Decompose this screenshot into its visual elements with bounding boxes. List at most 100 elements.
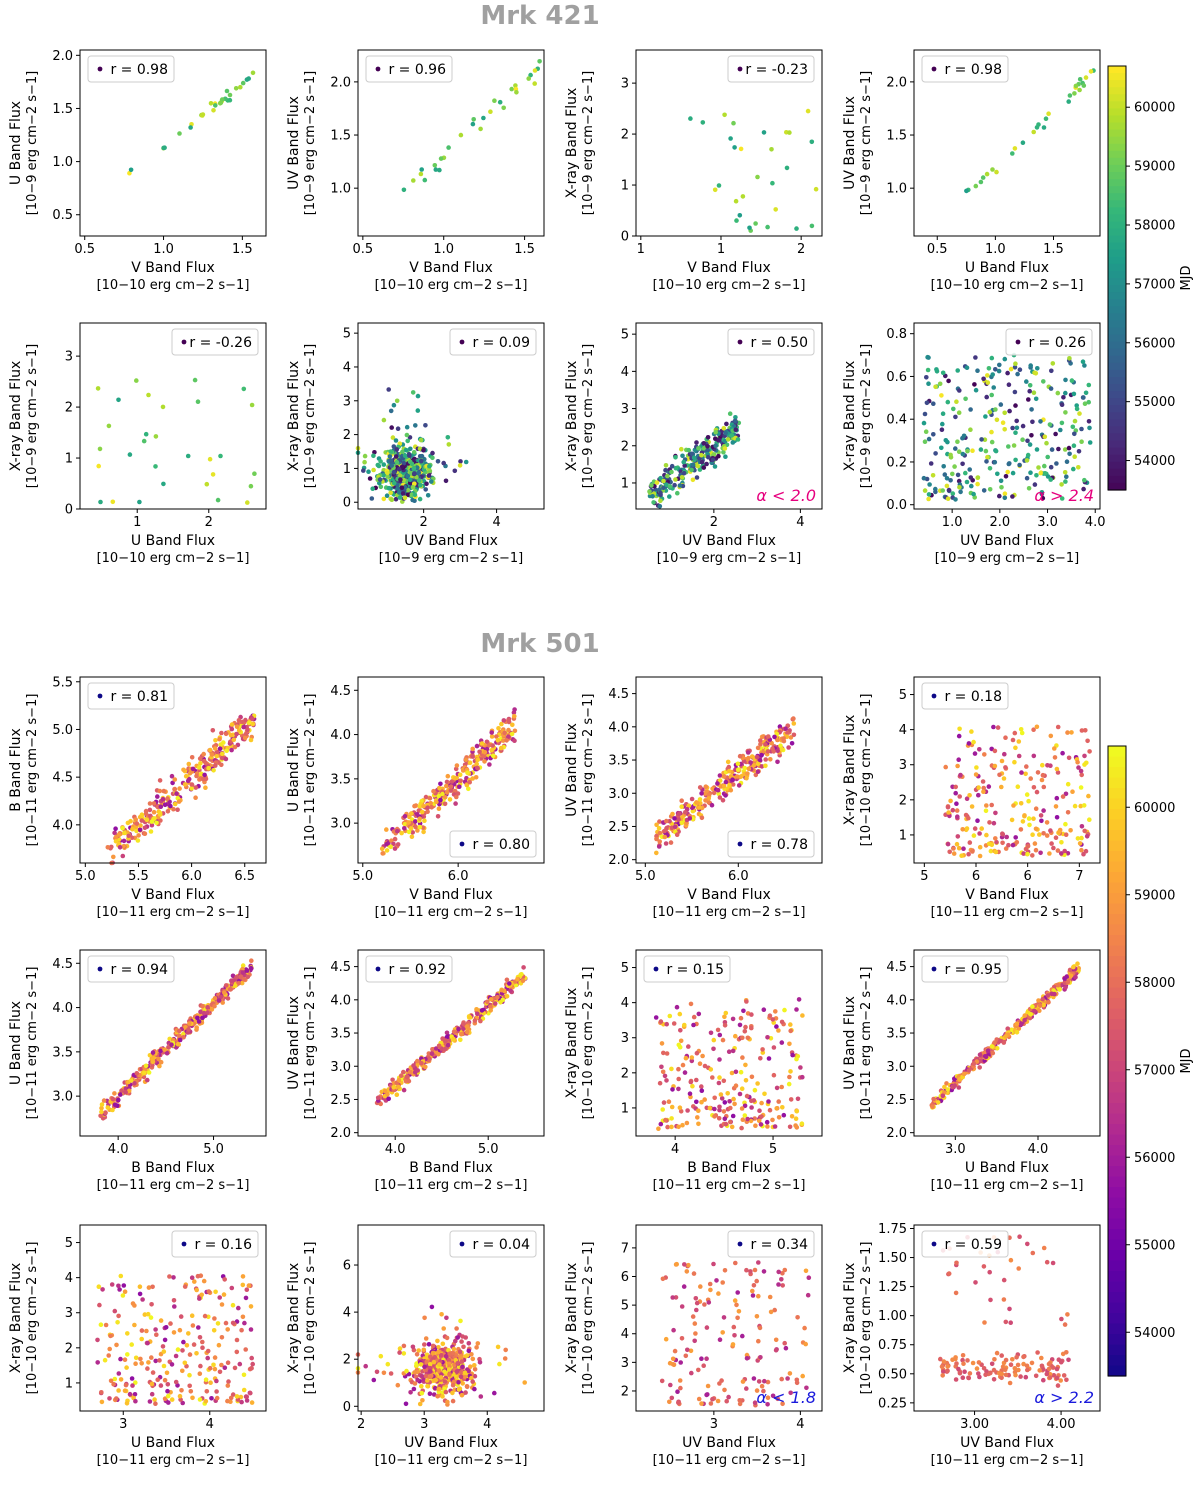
data-point: [968, 407, 973, 412]
data-point: [1048, 464, 1054, 470]
data-point: [1073, 83, 1079, 89]
data-point: [471, 117, 477, 122]
data-point: [450, 1390, 455, 1396]
data-point: [1069, 730, 1074, 735]
data-point: [167, 1036, 172, 1042]
data-point: [730, 1016, 736, 1022]
data-point: [113, 826, 118, 831]
data-point: [396, 466, 402, 472]
data-point: [206, 1289, 212, 1294]
data-point: [1006, 461, 1012, 467]
data-point: [381, 473, 386, 478]
data-point: [1065, 979, 1071, 985]
scatter-panel-1: 0.5 1.0 1.50.51.01.52.0V Band Flux[10−10 e…: [8, 49, 267, 293]
data-point: [1039, 818, 1044, 824]
data-point: [370, 486, 376, 492]
data-point: [409, 834, 415, 839]
data-point: [661, 1050, 666, 1056]
data-point: [738, 1015, 744, 1021]
data-point: [759, 1114, 764, 1119]
data-point: [215, 497, 221, 503]
y-axis-unit: [10−10 erg cm−2 s−1]: [25, 1242, 40, 1395]
data-point: [1013, 403, 1018, 408]
data-point: [184, 1363, 189, 1369]
data-point: [976, 792, 981, 798]
data-point: [1000, 831, 1005, 836]
data-point: [662, 828, 667, 834]
data-point: [232, 1365, 238, 1371]
x-tick-label: 0.5: [353, 242, 374, 257]
data-point: [396, 490, 402, 495]
y-tick-label: 3: [621, 1031, 629, 1046]
data-point: [392, 836, 398, 842]
data-point: [706, 792, 712, 798]
data-point: [212, 996, 218, 1001]
data-point: [248, 1390, 253, 1396]
legend-box: [449, 830, 537, 858]
data-point: [752, 1116, 757, 1121]
data-point: [378, 1353, 384, 1359]
data-point: [713, 429, 718, 435]
data-point: [462, 1374, 468, 1379]
data-point: [1054, 815, 1060, 820]
data-point: [99, 1105, 104, 1111]
data-points: [929, 961, 1081, 1110]
x-tick-label: 1: [637, 242, 645, 257]
data-point: [509, 86, 514, 92]
y-axis-unit: [10−11 erg cm−2 s−1]: [859, 967, 874, 1120]
data-point: [481, 753, 487, 759]
data-point: [204, 1389, 210, 1394]
data-point: [122, 1357, 128, 1362]
legend-marker: [931, 66, 937, 72]
data-point: [779, 1019, 785, 1025]
data-point: [1063, 390, 1068, 396]
data-point: [955, 834, 961, 839]
data-point: [388, 844, 394, 850]
legend-text: r = 0.16: [194, 1237, 252, 1253]
x-tick-label: 4.0: [385, 1142, 406, 1157]
data-point: [380, 851, 386, 856]
data-point: [378, 1101, 384, 1107]
data-point: [242, 735, 248, 741]
data-point: [433, 1377, 439, 1383]
data-point: [990, 1050, 996, 1056]
data-point: [419, 1390, 425, 1396]
data-point: [1063, 832, 1069, 837]
data-point: [1015, 371, 1020, 377]
data-point: [422, 177, 428, 183]
data-point: [466, 1341, 472, 1346]
data-point: [498, 1000, 503, 1005]
data-point: [673, 465, 679, 471]
data-point: [223, 731, 229, 737]
data-point: [749, 1105, 754, 1110]
legend: r = 0.95: [921, 955, 1009, 983]
y-axis-label: UV Band Flux: [286, 96, 302, 190]
y-axis-label: X-ray Band Flux: [842, 361, 858, 472]
data-point: [681, 459, 686, 465]
data-point: [931, 432, 936, 437]
data-point: [1075, 759, 1080, 765]
x-axis-unit: [10−10 erg cm−2 s−1]: [931, 278, 1084, 293]
data-point: [99, 1109, 104, 1115]
y-axis-unit: [10−9 erg cm−2 s−1]: [581, 344, 596, 489]
data-point: [1037, 1003, 1043, 1008]
data-point: [749, 1098, 754, 1104]
data-point: [1002, 427, 1007, 432]
data-point: [150, 1050, 156, 1055]
data-point: [1078, 785, 1084, 790]
axes-frame: [357, 676, 545, 864]
data-point: [731, 1096, 736, 1102]
data-point: [244, 1287, 250, 1292]
data-point: [1025, 851, 1030, 857]
data-point: [203, 1399, 209, 1404]
data-point: [964, 826, 970, 831]
data-point: [1026, 486, 1032, 491]
data-point: [717, 778, 723, 783]
data-point: [654, 822, 659, 828]
data-point: [244, 968, 250, 973]
data-point: [1045, 454, 1050, 460]
data-point: [742, 765, 747, 771]
data-point: [143, 431, 149, 437]
data-point: [218, 742, 223, 747]
